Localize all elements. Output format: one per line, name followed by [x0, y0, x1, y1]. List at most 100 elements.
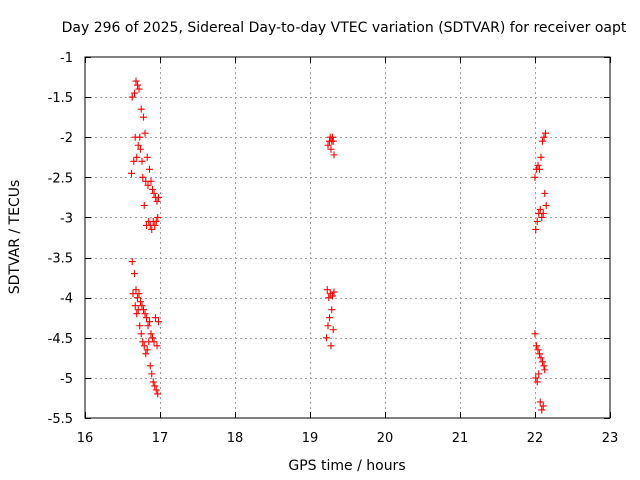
data-point: [531, 173, 539, 181]
data-point: [146, 165, 153, 173]
y-axis-tick-labels: -1 -1.5 -2 -2.5 -3 -3.5 -4 -4.5 -5 -5.5: [48, 51, 73, 427]
data-point: [155, 318, 162, 326]
data-point: [132, 77, 140, 85]
data-point: [538, 406, 546, 414]
data-point: [147, 330, 155, 338]
data-point: [140, 201, 148, 209]
data-point: [137, 298, 144, 306]
grid-lines: [85, 57, 610, 418]
data-point: [537, 153, 545, 161]
data-point: [137, 330, 145, 338]
data-point: [146, 362, 154, 370]
x-tick-label: 21: [452, 431, 469, 446]
data-point: [536, 398, 544, 406]
satellite-track-2-lower: [323, 286, 338, 350]
data-point: [142, 350, 150, 358]
data-point: [324, 322, 332, 330]
data-point: [532, 374, 540, 382]
data-point: [533, 378, 541, 386]
data-point: [325, 294, 333, 302]
data-point: [327, 342, 335, 350]
y-tick-label: -5.5: [48, 412, 73, 427]
chart-title: Day 296 of 2025, Sidereal Day-to-day VTE…: [62, 20, 627, 36]
data-point: [540, 362, 548, 370]
data-point: [141, 129, 149, 137]
x-tick-label: 23: [602, 431, 619, 446]
y-tick-label: -4.5: [48, 332, 73, 347]
data-point: [143, 153, 151, 161]
x-tick-label: 20: [377, 431, 394, 446]
data-point: [131, 302, 139, 310]
data-point: [141, 310, 149, 318]
data-point: [135, 85, 143, 93]
data-point: [149, 185, 156, 193]
satellite-track-2-upper: [324, 133, 338, 159]
data-point: [152, 386, 160, 394]
data-point: [132, 286, 140, 294]
data-point: [328, 306, 336, 314]
data-point: [148, 225, 156, 233]
data-point: [134, 141, 142, 149]
data-point: [533, 342, 540, 350]
data-point: [130, 157, 138, 165]
data-point: [134, 294, 141, 302]
data-point: [140, 342, 148, 350]
data-point: [136, 322, 144, 330]
data-point: [151, 221, 159, 229]
x-axis-tick-labels: 16 17 18 19 20 21 22 23: [77, 431, 619, 446]
y-tick-label: -3: [60, 211, 73, 226]
data-point: [330, 288, 338, 296]
data-point: [531, 330, 539, 338]
data-point: [154, 213, 162, 221]
data-point: [536, 350, 543, 358]
data-point: [323, 334, 330, 342]
data-point: [323, 286, 331, 294]
y-tick-label: -2.5: [48, 171, 73, 186]
x-tick-label: 16: [77, 431, 94, 446]
x-axis-label: GPS time / hours: [288, 458, 405, 474]
data-point: [151, 382, 159, 390]
data-point: [534, 346, 542, 354]
data-point: [137, 105, 145, 113]
data-point: [133, 153, 141, 161]
data-point: [538, 213, 546, 221]
data-point: [541, 189, 549, 197]
data-point: [140, 306, 147, 314]
data-point: [149, 334, 156, 342]
y-tick-label: -1: [60, 51, 73, 66]
data-point: [153, 342, 161, 350]
data-point: [532, 225, 540, 233]
data-point: [128, 93, 136, 101]
x-tick-label: 22: [527, 431, 544, 446]
data-point: [536, 205, 544, 213]
data-point: [133, 310, 141, 318]
data-point: [150, 189, 158, 197]
data-point: [154, 390, 162, 398]
data-point: [535, 370, 543, 378]
y-tick-label: -3.5: [48, 252, 73, 267]
data-point: [327, 145, 335, 153]
data-point: [152, 217, 160, 225]
data-point: [329, 137, 337, 145]
data-point: [144, 322, 152, 330]
data-point: [140, 113, 147, 121]
data-point: [536, 165, 543, 173]
data-point: [152, 314, 159, 322]
data-point: [153, 197, 161, 205]
data-point: [541, 366, 549, 374]
data-point: [324, 141, 332, 149]
data-point: [537, 354, 545, 362]
satellite-track-1-lower: [128, 258, 162, 398]
data-point: [146, 318, 153, 326]
data-point: [149, 378, 157, 386]
y-axis-label: SDTVAR / TECUs: [7, 180, 23, 295]
plot-frame: [84, 56, 611, 419]
data-points: [128, 77, 550, 414]
data-point: [138, 157, 146, 165]
x-tick-label: 18: [227, 431, 244, 446]
x-tick-label: 17: [152, 431, 169, 446]
data-point: [128, 169, 135, 177]
data-point: [131, 270, 138, 278]
data-point: [330, 151, 338, 159]
